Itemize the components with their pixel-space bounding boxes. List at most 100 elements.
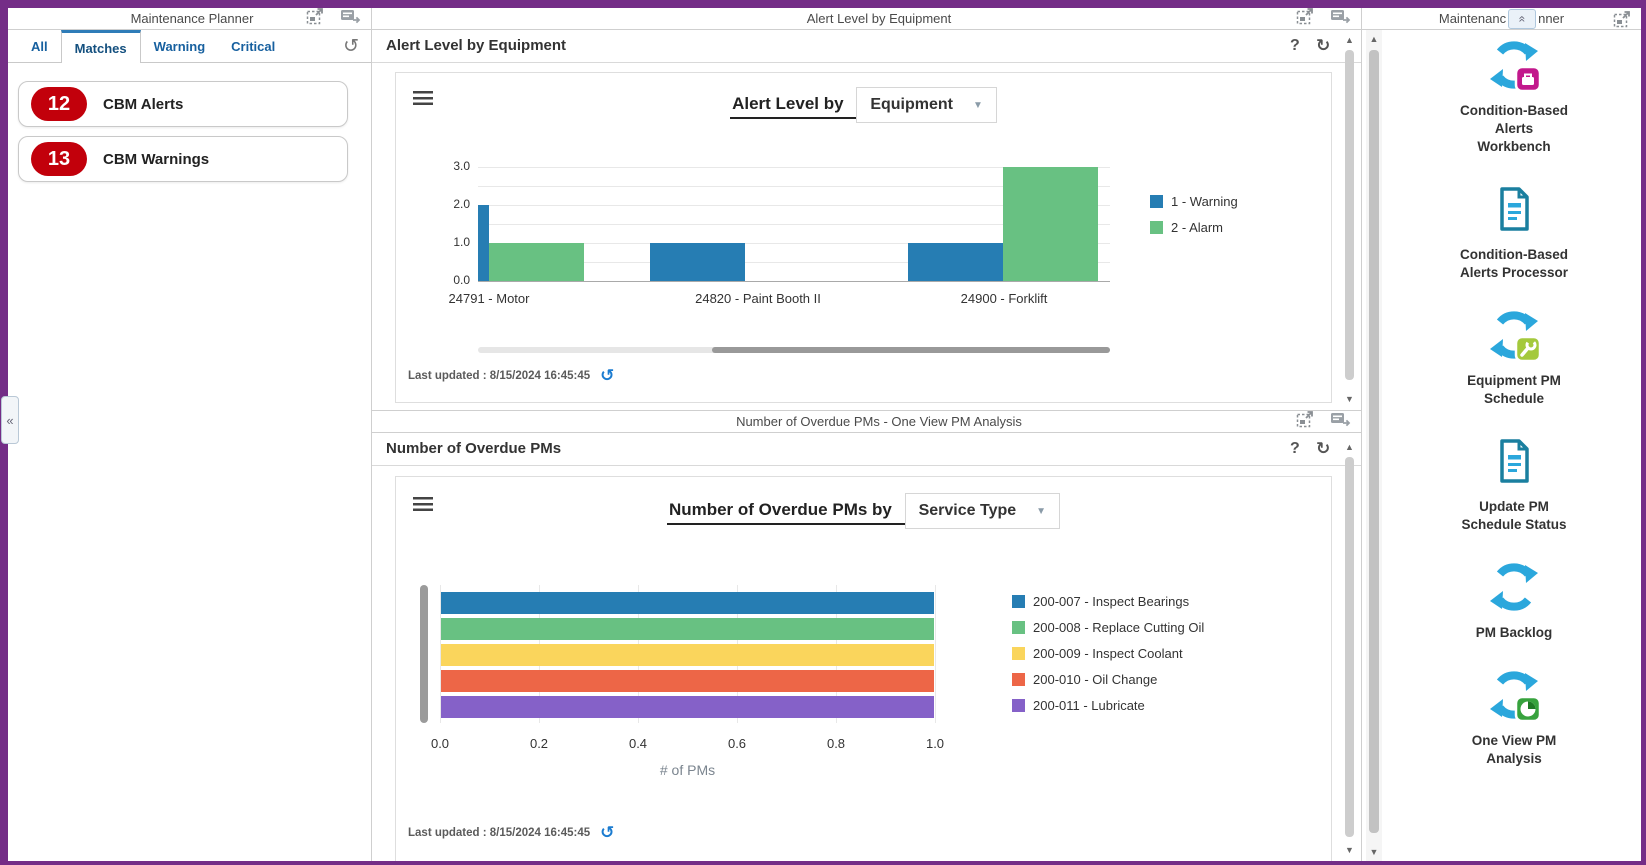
chart1-hscrollbar-thumb[interactable] — [712, 347, 1110, 353]
left-panel-header: Maintenance Planner — [8, 8, 371, 30]
expand-panel-icon[interactable] — [1296, 7, 1314, 30]
sidebar-scrollbar-thumb[interactable] — [1369, 50, 1379, 833]
collapse-left-panel-button[interactable]: « — [1, 396, 19, 444]
scroll-up-icon[interactable]: ▲ — [1342, 440, 1357, 454]
sidebar-item-condition-based-alerts-workbench[interactable]: Condition-Based Alerts Workbench — [1388, 38, 1640, 156]
left-panel-title: Maintenance Planner — [8, 11, 306, 26]
tab-critical[interactable]: Critical — [218, 30, 288, 62]
panel2-scrollbar-thumb[interactable] — [1345, 457, 1354, 837]
legend-item[interactable]: 200-007 - Inspect Bearings — [1012, 594, 1204, 609]
scroll-up-icon[interactable]: ▲ — [1342, 33, 1357, 47]
center-panel-header: Alert Level by Equipment — [372, 8, 1361, 30]
sidebar-task-list: Condition-Based Alerts Workbench Conditio… — [1388, 30, 1640, 862]
panel2-heading: Number of Overdue PMs — [386, 440, 561, 457]
chart2-bar[interactable] — [441, 618, 934, 640]
panel2-header-strip: Number of Overdue PMs - One View PM Anal… — [372, 410, 1361, 433]
chart1-bar[interactable] — [650, 243, 745, 281]
chart1-menu-icon[interactable] — [413, 91, 433, 105]
tab-matches[interactable]: Matches — [61, 30, 141, 63]
chart2-bar[interactable] — [441, 644, 934, 666]
chart2-x-tick-label: 0.0 — [431, 736, 449, 751]
chart2-vscrollbar-thumb[interactable] — [420, 585, 428, 723]
panel2-help-icon[interactable]: ? — [1290, 441, 1300, 457]
panel1-scrollbar-thumb[interactable] — [1345, 50, 1354, 380]
sidebar-item-pm-backlog[interactable]: PM Backlog — [1388, 560, 1640, 642]
chart2-bar[interactable] — [441, 670, 934, 692]
chevron-down-icon: ▼ — [973, 100, 983, 111]
app-window: Maintenance Planner Alert Level by Equip… — [0, 0, 1646, 865]
chart2-x-axis-label: # of PMs — [440, 762, 935, 778]
window-border-right — [1641, 0, 1646, 865]
sidebar-item-label: Update PM Schedule Status — [1461, 498, 1566, 534]
center-panel-title: Alert Level by Equipment — [372, 11, 1296, 26]
scroll-down-icon[interactable]: ▼ — [1366, 845, 1382, 860]
chart2-bar[interactable] — [441, 696, 934, 718]
chart2-groupby-dropdown[interactable]: Service Type ▼ — [905, 493, 1060, 529]
tab-warning[interactable]: Warning — [141, 30, 219, 62]
divider-right — [1361, 8, 1362, 861]
legend-item[interactable]: 200-008 - Replace Cutting Oil — [1012, 620, 1204, 635]
sidebar-item-label: Equipment PM Schedule — [1467, 372, 1561, 408]
scroll-down-icon[interactable]: ▼ — [1342, 392, 1357, 406]
chart1-legend: 1 - Warning 2 - Alarm — [1150, 194, 1238, 235]
panel1-refresh-icon[interactable]: ↻ — [1316, 37, 1330, 54]
panel2-refresh-icon[interactable]: ↻ — [1316, 440, 1330, 457]
alert-card-cbm-warnings[interactable]: 13CBM Warnings — [18, 136, 348, 182]
chart1-bar[interactable] — [489, 243, 584, 281]
legend-item[interactable]: 200-009 - Inspect Coolant — [1012, 646, 1204, 661]
chart1-category-label: 24900 - Forklift — [961, 291, 1048, 306]
legend-label: 200-009 - Inspect Coolant — [1033, 646, 1183, 661]
chart1-bar[interactable] — [478, 205, 489, 281]
expand-panel-icon[interactable] — [1296, 410, 1314, 433]
chart2-menu-icon[interactable] — [413, 497, 433, 511]
legend-swatch — [1012, 699, 1025, 712]
sidebar-item-label: Condition-Based Alerts Workbench — [1460, 102, 1568, 156]
window-border-top — [0, 0, 1646, 8]
chart2-legend: 200-007 - Inspect Bearings 200-008 - Repl… — [1012, 594, 1204, 713]
right-panel-title-left: Maintenanc — [1439, 11, 1506, 26]
right-panel-header: Maintenanc « nner — [1362, 8, 1641, 30]
chart1-bar[interactable] — [1003, 167, 1098, 281]
legend-swatch — [1150, 195, 1163, 208]
sync-icon — [1487, 560, 1541, 619]
detach-panel-icon[interactable] — [1330, 411, 1351, 432]
legend-item[interactable]: 200-011 - Lubricate — [1012, 698, 1204, 713]
chart2-x-tick-label: 0.8 — [827, 736, 845, 751]
reset-filter-icon[interactable]: ↺ — [343, 37, 359, 56]
chart1-title: Alert Level by — [730, 92, 856, 119]
sidebar-item-equipment-pm-schedule[interactable]: Equipment PM Schedule — [1388, 308, 1640, 408]
sidebar-item-one-view-pm-analysis[interactable]: One View PM Analysis — [1388, 668, 1640, 768]
alert-card-list: 12CBM Alerts 13CBM Warnings — [8, 81, 371, 191]
sidebar-item-condition-based-alerts-processor[interactable]: Condition-Based Alerts Processor — [1388, 182, 1640, 282]
legend-swatch — [1012, 673, 1025, 686]
sync-pie-icon — [1487, 668, 1541, 727]
chart2-x-tick-label: 1.0 — [926, 736, 944, 751]
chart1-groupby-dropdown[interactable]: Equipment ▼ — [856, 87, 997, 123]
chart1-bar[interactable] — [908, 243, 1003, 281]
legend-label: 2 - Alarm — [1171, 220, 1223, 235]
sidebar-item-label: PM Backlog — [1476, 624, 1553, 642]
chevron-down-icon: ▼ — [1036, 506, 1046, 517]
chart2-refresh-icon[interactable]: ↺ — [600, 824, 614, 841]
detach-panel-icon[interactable] — [1330, 8, 1351, 29]
legend-item[interactable]: 1 - Warning — [1150, 194, 1238, 209]
chart1-category-label: 24791 - Motor — [449, 291, 530, 306]
scroll-up-icon[interactable]: ▲ — [1366, 32, 1382, 47]
panel2-titlebar: Number of Overdue PMs — [372, 433, 1361, 466]
scroll-down-icon[interactable]: ▼ — [1342, 843, 1357, 857]
panel1-help-icon[interactable]: ? — [1290, 38, 1300, 54]
sidebar-item-update-pm-schedule-status[interactable]: Update PM Schedule Status — [1388, 434, 1640, 534]
legend-item[interactable]: 2 - Alarm — [1150, 220, 1238, 235]
legend-label: 200-011 - Lubricate — [1033, 698, 1145, 713]
chart1-refresh-icon[interactable]: ↺ — [600, 367, 614, 384]
expand-panel-icon[interactable] — [306, 7, 324, 30]
legend-label: 200-008 - Replace Cutting Oil — [1033, 620, 1204, 635]
chart2-bar[interactable] — [441, 592, 934, 614]
chart2-gridline — [935, 585, 936, 723]
sidebar-item-label: Condition-Based Alerts Processor — [1460, 246, 1568, 282]
alert-card-cbm-alerts[interactable]: 12CBM Alerts — [18, 81, 348, 127]
collapse-sidebar-button[interactable]: « — [1508, 9, 1536, 29]
tab-all[interactable]: All — [18, 30, 61, 62]
legend-item[interactable]: 200-010 - Oil Change — [1012, 672, 1204, 687]
detach-panel-icon[interactable] — [340, 8, 361, 29]
